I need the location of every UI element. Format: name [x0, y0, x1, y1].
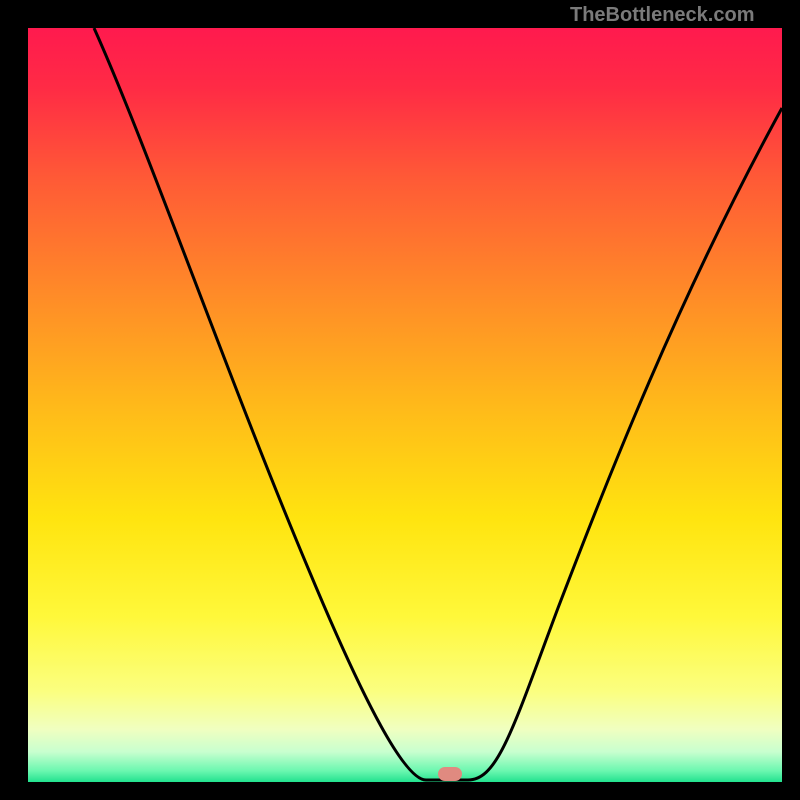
optimum-marker: [438, 767, 462, 781]
bottleneck-curve: [94, 28, 782, 780]
watermark-text: TheBottleneck.com: [570, 4, 754, 27]
chart-container: TheBottleneck.com: [0, 0, 800, 800]
plot-area: [28, 28, 782, 782]
curve-line: [28, 28, 782, 782]
